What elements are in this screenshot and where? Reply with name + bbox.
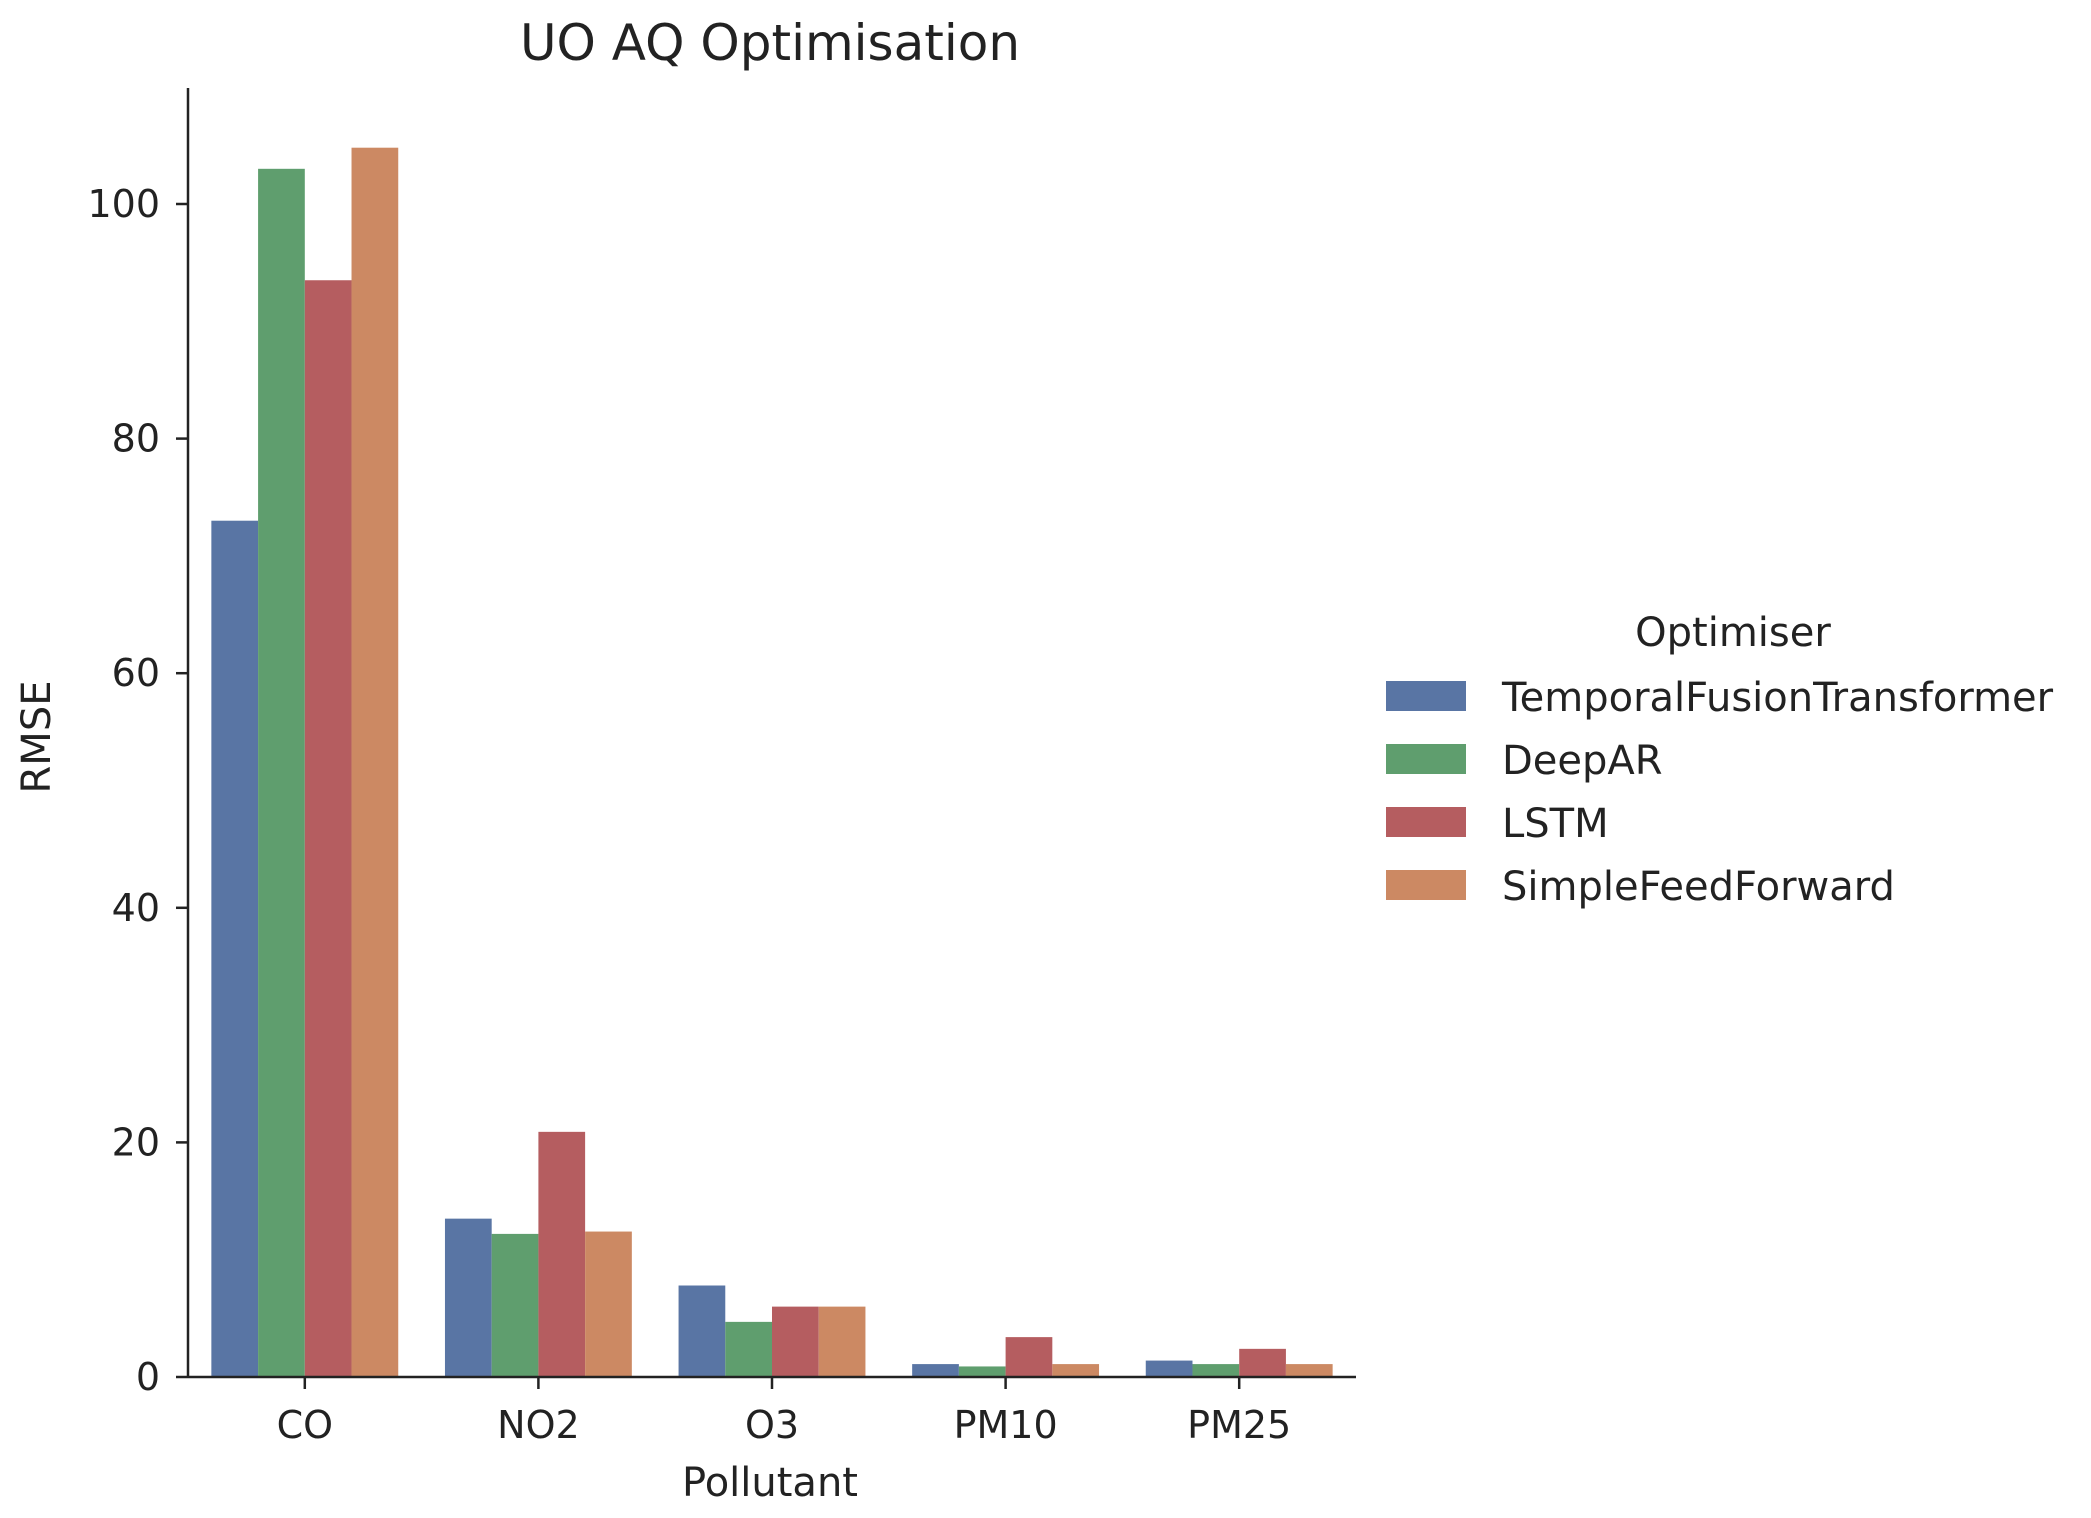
x-axis-label: Pollutant: [682, 1460, 858, 1506]
bar-no2-deepar: [491, 1233, 539, 1377]
x-tick-label-o3: O3: [745, 1403, 799, 1447]
legend-title: Optimiser: [1635, 610, 1831, 656]
x-tick-label-pm10: PM10: [954, 1403, 1058, 1447]
legend-swatch-simplefeedforward: [1386, 870, 1466, 900]
bar-co-temporalfusiontransformer: [211, 520, 259, 1377]
bar-o3-deepar: [725, 1321, 772, 1377]
legend: Optimiser TemporalFusionTransformer DeepA…: [1386, 610, 2054, 910]
bar-pm10-deepar: [958, 1366, 1006, 1377]
bar-no2-simplefeedforward: [585, 1231, 632, 1377]
bar-co-deepar: [258, 168, 305, 1377]
legend-swatch-temporalfusiontransformer: [1386, 681, 1466, 711]
bar-pm10-lstm: [1005, 1337, 1053, 1377]
bar-o3-lstm: [772, 1306, 819, 1377]
y-axis-label: RMSE: [14, 681, 60, 794]
legend-label-temporalfusiontransformer: TemporalFusionTransformer: [1501, 675, 2054, 721]
x-tick-label-no2: NO2: [497, 1403, 580, 1447]
y-axis-ticks: 0 20 40 60 80 100: [87, 182, 188, 1399]
bar-no2-lstm: [538, 1131, 586, 1377]
bar-pm25-deepar: [1192, 1364, 1240, 1377]
legend-swatch-deepar: [1386, 744, 1466, 774]
bar-pm25-simplefeedforward: [1285, 1364, 1333, 1377]
bar-o3-temporalfusiontransformer: [678, 1285, 726, 1377]
bar-co-lstm: [304, 280, 352, 1377]
y-tick-label: 40: [112, 886, 160, 930]
legend-label-simplefeedforward: SimpleFeedForward: [1502, 864, 1895, 910]
y-tick-label: 0: [136, 1355, 160, 1399]
x-tick-label-co: CO: [277, 1403, 333, 1447]
y-tick-label: 80: [112, 417, 160, 461]
y-tick-label: 60: [112, 651, 160, 695]
bar-pm25-temporalfusiontransformer: [1145, 1360, 1193, 1377]
x-axis-ticks: CO NO2 O3 PM10 PM25: [277, 1377, 1291, 1447]
bar-pm10-temporalfusiontransformer: [912, 1364, 959, 1377]
bar-pm10-simplefeedforward: [1052, 1364, 1100, 1377]
legend-label-lstm: LSTM: [1502, 801, 1609, 847]
bar-pm25-lstm: [1239, 1348, 1286, 1377]
legend-swatch-lstm: [1386, 807, 1466, 837]
chart-title: UO AQ Optimisation: [520, 14, 1020, 72]
bars-group: [211, 147, 1333, 1377]
x-tick-label-pm25: PM25: [1187, 1403, 1291, 1447]
bar-no2-temporalfusiontransformer: [444, 1218, 492, 1377]
y-tick-label: 100: [87, 182, 160, 226]
bar-co-simplefeedforward: [351, 147, 399, 1377]
legend-label-deepar: DeepAR: [1502, 738, 1663, 784]
y-tick-label: 20: [112, 1120, 160, 1164]
bar-o3-simplefeedforward: [818, 1306, 866, 1377]
